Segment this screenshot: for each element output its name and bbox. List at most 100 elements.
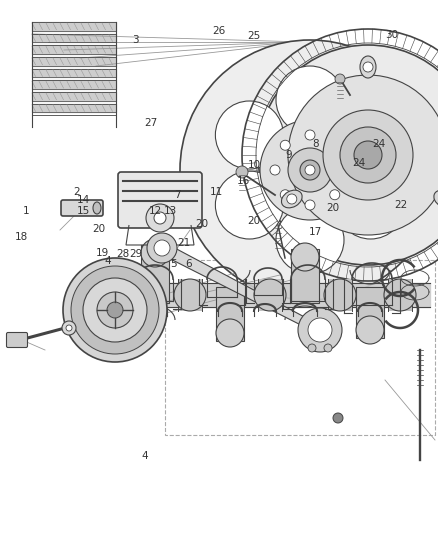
Text: 3: 3 (132, 35, 139, 45)
Text: 20: 20 (195, 219, 208, 229)
Circle shape (276, 206, 344, 274)
Circle shape (291, 243, 319, 271)
Circle shape (288, 75, 438, 235)
Text: 16: 16 (237, 176, 250, 186)
Text: 21: 21 (177, 238, 191, 247)
Text: 26: 26 (212, 26, 226, 36)
Text: 2: 2 (73, 187, 80, 197)
Circle shape (305, 165, 315, 175)
Circle shape (280, 140, 290, 150)
Circle shape (305, 130, 315, 140)
FancyBboxPatch shape (118, 172, 202, 228)
Text: 8: 8 (312, 139, 319, 149)
Circle shape (63, 258, 167, 362)
Circle shape (174, 279, 206, 311)
Ellipse shape (434, 190, 438, 208)
Circle shape (66, 325, 72, 331)
Text: 10: 10 (247, 160, 261, 170)
Circle shape (270, 165, 280, 175)
Text: 24: 24 (372, 139, 385, 149)
Circle shape (216, 319, 244, 347)
Circle shape (324, 344, 332, 352)
Circle shape (97, 292, 133, 328)
Circle shape (146, 204, 174, 232)
Circle shape (305, 200, 315, 210)
Text: 13: 13 (164, 206, 177, 215)
FancyBboxPatch shape (61, 200, 103, 216)
Circle shape (308, 344, 316, 352)
Text: 9: 9 (286, 150, 293, 159)
Circle shape (280, 190, 290, 200)
Circle shape (337, 101, 405, 169)
Bar (216, 287, 244, 341)
Circle shape (180, 40, 438, 300)
Text: 5: 5 (170, 259, 177, 269)
Circle shape (287, 194, 297, 204)
Text: 27: 27 (145, 118, 158, 127)
Ellipse shape (360, 56, 376, 78)
Text: 11: 11 (210, 187, 223, 197)
Bar (165, 260, 435, 435)
Circle shape (141, 239, 169, 267)
Circle shape (330, 140, 340, 150)
Circle shape (335, 74, 345, 84)
Bar (328, 279, 352, 311)
Text: 1: 1 (23, 206, 30, 215)
Circle shape (298, 308, 342, 352)
Text: 4: 4 (141, 451, 148, 461)
Text: 28: 28 (116, 249, 129, 259)
Circle shape (363, 62, 373, 72)
Bar (258, 279, 282, 311)
Circle shape (260, 120, 360, 220)
Bar (141, 245, 169, 303)
Circle shape (308, 318, 332, 342)
Circle shape (333, 413, 343, 423)
Text: 20: 20 (247, 216, 261, 226)
Text: 7: 7 (174, 190, 181, 199)
Ellipse shape (282, 190, 302, 208)
Circle shape (340, 165, 350, 175)
Circle shape (356, 316, 384, 344)
Text: 20: 20 (326, 203, 339, 213)
Circle shape (215, 101, 283, 169)
Text: 29: 29 (129, 249, 142, 259)
Bar (291, 249, 319, 303)
Circle shape (62, 321, 76, 335)
Ellipse shape (93, 202, 101, 214)
Circle shape (324, 279, 356, 311)
Text: 18: 18 (15, 232, 28, 242)
Circle shape (107, 302, 123, 318)
Circle shape (154, 212, 166, 224)
Text: 19: 19 (96, 248, 110, 258)
Polygon shape (159, 243, 322, 334)
Circle shape (236, 166, 248, 178)
Text: 30: 30 (385, 30, 399, 39)
Text: 15: 15 (77, 206, 90, 215)
Circle shape (258, 45, 438, 265)
Circle shape (83, 278, 147, 342)
Text: 12: 12 (149, 206, 162, 215)
Text: 14: 14 (77, 195, 90, 205)
Bar (356, 287, 384, 338)
Bar (388, 279, 412, 311)
Circle shape (288, 148, 332, 192)
Circle shape (154, 240, 170, 256)
Circle shape (254, 279, 286, 311)
Text: 22: 22 (394, 200, 407, 210)
Circle shape (384, 279, 416, 311)
Text: 17: 17 (309, 227, 322, 237)
Circle shape (276, 66, 344, 134)
Text: 6: 6 (185, 259, 192, 269)
Circle shape (323, 110, 413, 200)
FancyBboxPatch shape (7, 333, 28, 348)
Circle shape (71, 266, 159, 354)
Text: 24: 24 (353, 158, 366, 167)
Text: 4: 4 (104, 256, 111, 266)
Bar (178, 279, 202, 311)
Circle shape (354, 141, 382, 169)
Circle shape (340, 127, 396, 183)
Circle shape (330, 190, 340, 200)
Circle shape (147, 233, 177, 263)
Bar (108, 279, 132, 311)
Circle shape (104, 279, 136, 311)
